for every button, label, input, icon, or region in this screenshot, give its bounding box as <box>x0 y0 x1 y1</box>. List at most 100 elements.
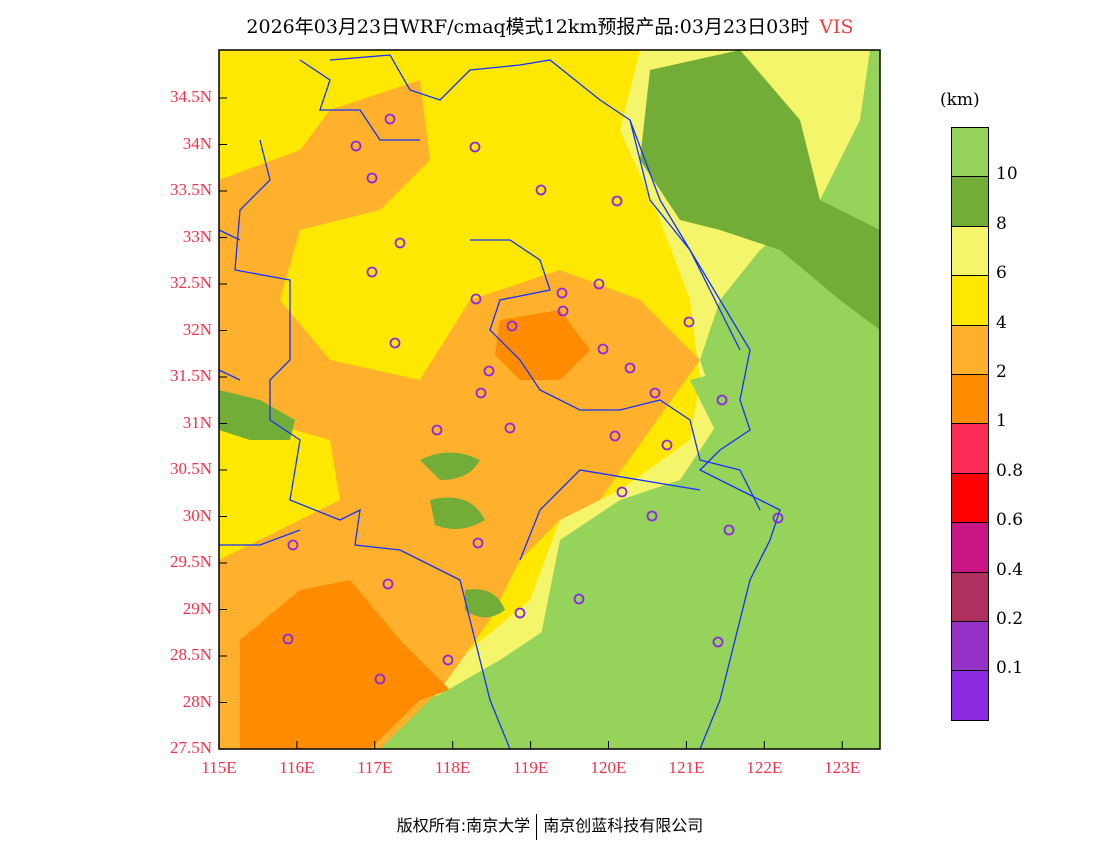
lon-label: 116E <box>279 758 315 777</box>
station-marker <box>609 430 621 442</box>
colorbar-unit: (km) <box>940 90 980 110</box>
lon-label: 120E <box>590 758 627 777</box>
lon-label: 118E <box>435 758 471 777</box>
station-marker <box>366 266 378 278</box>
station-marker <box>683 316 695 328</box>
station-marker <box>723 524 735 536</box>
province-boundaries <box>219 54 761 749</box>
lat-label: 29.5N <box>169 552 212 571</box>
station-marker <box>382 578 394 590</box>
colorbar-label: 0.6 <box>996 510 1024 531</box>
station-marker <box>611 195 623 207</box>
station-marker <box>384 113 396 125</box>
colorbar-swatch <box>951 324 989 375</box>
colorbar-swatch <box>951 571 989 622</box>
axis-ticks <box>218 97 843 750</box>
lat-label: 28.5N <box>169 645 212 664</box>
visibility-field-2-4 <box>219 80 700 749</box>
lat-label: 30N <box>182 505 212 525</box>
visibility-field-islands <box>219 390 505 618</box>
footer-separator <box>536 813 538 840</box>
colorbar-swatch <box>951 225 989 277</box>
station-marker <box>624 362 636 374</box>
station-marker <box>716 394 728 406</box>
station-marker <box>394 237 406 249</box>
visibility-field-sea <box>380 330 880 749</box>
coastline <box>629 119 781 749</box>
station-marker <box>442 654 454 666</box>
lon-label: 115E <box>201 758 237 777</box>
station-marker <box>389 337 401 349</box>
colorbar-label: 10 <box>996 164 1018 185</box>
lat-label: 34N <box>182 133 212 153</box>
lat-label: 34.5N <box>169 87 212 106</box>
lon-label: 117E <box>357 758 393 777</box>
colorbar-swatch <box>951 374 989 425</box>
colorbar-label: 0.4 <box>996 559 1024 580</box>
lat-label: 30.5N <box>169 459 212 478</box>
station-marker <box>557 305 569 317</box>
station-marker <box>593 278 605 290</box>
station-marker <box>506 320 518 332</box>
colorbar-label: 1 <box>996 411 1007 432</box>
colorbar-label: 8 <box>996 213 1007 234</box>
station-marker <box>483 365 495 377</box>
station-marker <box>661 439 673 451</box>
lat-label: 31.5N <box>169 366 212 385</box>
lon-label: 122E <box>746 758 783 777</box>
colorbar-swatch <box>951 522 989 573</box>
lat-label: 32N <box>182 319 212 339</box>
colorbar-swatch <box>951 423 989 474</box>
footer: 版权所有:南京大学 南京创蓝科技有限公司 <box>0 812 1100 840</box>
lon-label: 119E <box>512 758 549 777</box>
station-marker <box>772 512 784 524</box>
plot-frame <box>218 49 881 750</box>
colorbar-swatch <box>951 127 989 178</box>
stations <box>282 113 784 685</box>
station-marker <box>282 633 294 645</box>
lat-label: 33N <box>182 226 212 246</box>
lat-label: 28N <box>182 691 212 711</box>
station-marker <box>475 387 487 399</box>
colorbar-label: 6 <box>996 263 1007 284</box>
station-marker <box>514 607 526 619</box>
lon-label: 123E <box>824 758 861 777</box>
station-marker <box>287 539 299 551</box>
colorbar-label: 0.2 <box>996 609 1024 629</box>
colorbar-swatch <box>951 275 989 326</box>
colorbar-label: 4 <box>996 312 1007 333</box>
visibility-field-8-10 <box>640 50 880 330</box>
station-marker <box>556 287 568 299</box>
station-marker <box>616 486 628 498</box>
station-marker <box>374 673 386 685</box>
station-marker <box>472 537 484 549</box>
colorbar-swatch <box>951 472 989 524</box>
colorbar-label: 0.1 <box>996 658 1024 679</box>
visibility-field-1-2 <box>240 310 590 749</box>
lat-label: 32.5N <box>169 273 212 292</box>
lat-label: 27.5N <box>169 738 212 757</box>
variable-label: VIS <box>819 16 854 38</box>
station-marker <box>712 636 724 648</box>
lon-label: 121E <box>668 758 705 777</box>
footer-copyright: 版权所有:南京大学 <box>396 816 531 835</box>
station-marker <box>469 141 481 153</box>
title-text: 2026年03月23日WRF/cmaq模式12km预报产品:03月23日03时 <box>246 16 810 38</box>
colorbar-swatch <box>951 621 989 672</box>
station-marker <box>504 422 516 434</box>
colorbar-label: 2 <box>996 362 1007 382</box>
colorbar-swatch <box>951 670 989 721</box>
footer-company: 南京创蓝科技有限公司 <box>543 816 704 835</box>
chart-title: 2026年03月23日WRF/cmaq模式12km预报产品:03月23日03时 V… <box>0 12 1100 39</box>
station-marker <box>470 293 482 305</box>
station-marker <box>366 172 378 184</box>
station-marker <box>431 424 443 436</box>
colorbar-swatch <box>951 176 989 227</box>
lat-label: 31N <box>182 412 212 432</box>
station-marker <box>597 343 609 355</box>
lat-label: 33.5N <box>169 180 212 199</box>
colorbar-label: 0.8 <box>996 460 1024 481</box>
station-marker <box>573 593 585 605</box>
station-marker <box>350 140 362 152</box>
